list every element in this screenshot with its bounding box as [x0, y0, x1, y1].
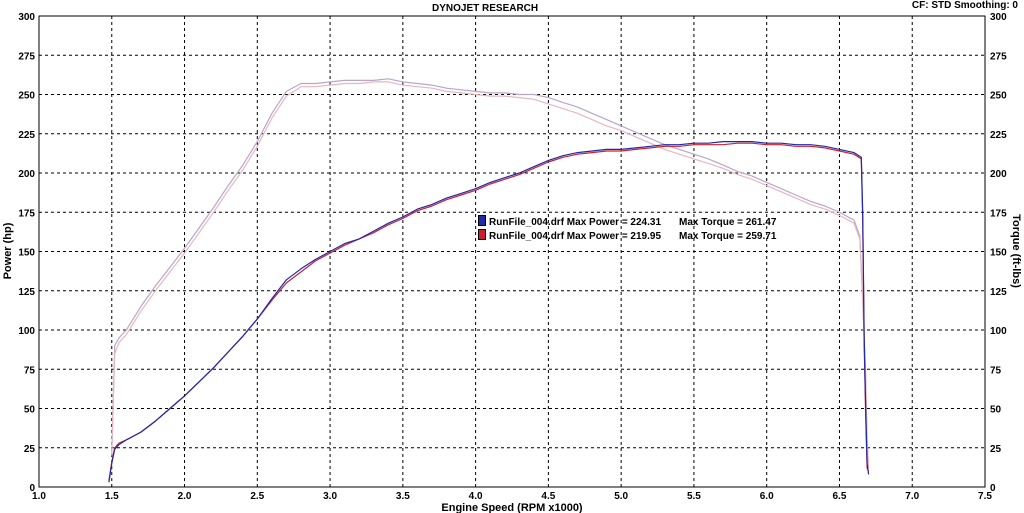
- y-right-tick-label: 175: [990, 208, 1007, 219]
- legend-label-run2: RunFile_004.drf Max Power = 219.95: [489, 231, 662, 242]
- x-tick-label: 4.5: [541, 491, 555, 502]
- legend-torque-run2: Max Torque = 259.71: [679, 231, 777, 242]
- legend-item-run1: RunFile_004.drf Max Power = 224.31 Max To…: [478, 215, 776, 229]
- series-line-torque-2: [111, 78, 870, 469]
- y-right-tick-label: 250: [990, 91, 1007, 102]
- series-line-power-0: [108, 141, 870, 483]
- y-left-tick-label: 100: [18, 326, 35, 337]
- x-tick-label: 3.5: [396, 491, 410, 502]
- y-right-tick-label: 275: [990, 51, 1007, 62]
- y-right-tick-label: 0: [990, 483, 996, 494]
- x-tick-label: 5.5: [687, 491, 701, 502]
- chart-title: DYNOJET RESEARCH: [432, 3, 539, 14]
- x-tick-label: 7.0: [905, 491, 919, 502]
- x-tick-label: 1.0: [32, 491, 46, 502]
- y-right-tick-label: 50: [990, 405, 1002, 416]
- y-left-tick-label: 200: [18, 169, 35, 180]
- y-right-tick-label: 25: [990, 444, 1002, 455]
- legend-torque-run1: Max Torque = 261.47: [679, 217, 777, 228]
- plot-frame: [38, 15, 986, 488]
- y-right-tick-label: 225: [990, 130, 1007, 141]
- y-left-tick-label: 75: [24, 365, 36, 376]
- y-right-tick-label: 200: [990, 169, 1007, 180]
- x-tick-label: 3.0: [323, 491, 337, 502]
- y-right-tick-label: 75: [990, 365, 1002, 376]
- y-left-tick-label: 175: [18, 208, 35, 219]
- x-axis-label: Engine Speed (RPM x1000): [441, 502, 583, 513]
- legend-swatch-run1: [478, 215, 486, 226]
- legend-swatch-run2: [478, 229, 486, 240]
- x-tick-label: 5.0: [614, 491, 628, 502]
- y-left-tick-label: 225: [18, 130, 35, 141]
- x-tick-label: 1.5: [105, 491, 119, 502]
- x-tick-label: 4.0: [469, 491, 483, 502]
- legend-label-run1: RunFile_004.drf Max Power = 224.31: [489, 217, 662, 228]
- y-left-tick-label: 0: [29, 483, 35, 494]
- settings-readout: CF: STD Smoothing: 0: [911, 0, 1018, 11]
- y-left-tick-label: 275: [18, 51, 35, 62]
- y-right-tick-labels: 0 25 50 75 100 125 150 175 200 225 250 275 300: [990, 12, 1007, 494]
- y-right-tick-label: 150: [990, 248, 1007, 259]
- x-tick-labels: 1.0 1.5 2.0 2.5 3.0 3.5 4.0 4.5 5.0 5.5 6.0 6.5 7.0 7…: [32, 491, 992, 502]
- series-lines: [108, 78, 870, 483]
- x-tick-label: 2.5: [250, 491, 264, 502]
- y-left-axis-label: Power (hp): [2, 222, 14, 279]
- y-right-axis-label: Torque (ft-lbs): [1010, 214, 1022, 288]
- x-tick-label: 6.0: [760, 491, 774, 502]
- y-right-tick-label: 300: [990, 12, 1007, 23]
- y-left-tick-label: 125: [18, 287, 35, 298]
- legend-item-run2: RunFile_004.drf Max Power = 219.95 Max To…: [478, 229, 776, 243]
- y-left-tick-label: 250: [18, 91, 35, 102]
- x-tick-label: 2.0: [178, 491, 192, 502]
- series-line-torque-3: [111, 81, 870, 466]
- y-left-tick-label: 300: [18, 12, 35, 23]
- legend: RunFile_004.drf Max Power = 224.31 Max To…: [478, 215, 776, 243]
- x-tick-label: 7.5: [978, 491, 992, 502]
- y-right-tick-label: 125: [990, 287, 1007, 298]
- grid-lines: [39, 16, 985, 487]
- y-left-tick-label: 150: [18, 248, 35, 259]
- y-left-tick-label: 50: [24, 405, 36, 416]
- y-left-tick-labels: 0 25 50 75 100 125 150 175 200 225 250 275 300: [18, 12, 35, 494]
- y-left-tick-label: 25: [24, 444, 36, 455]
- x-tick-label: 6.5: [833, 491, 847, 502]
- y-right-tick-label: 100: [990, 326, 1007, 337]
